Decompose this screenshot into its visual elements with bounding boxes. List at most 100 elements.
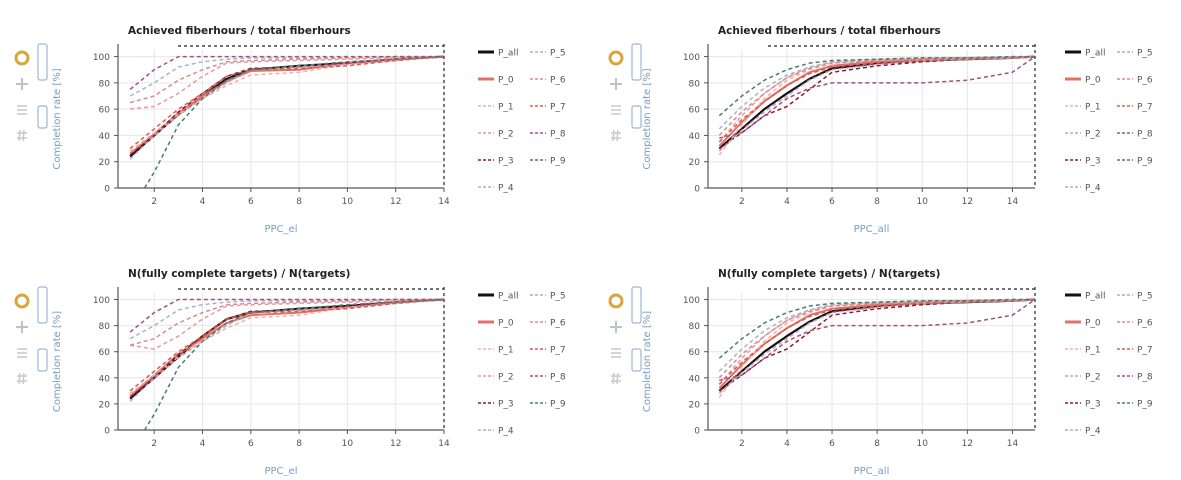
legend-label: P_5 [1137, 292, 1153, 302]
crosshair-icon [610, 78, 622, 90]
sidebar-zoom-icon [37, 286, 48, 324]
series-line-p-5 [129, 298, 444, 402]
y-axis-label: Completion rate [%] [52, 68, 63, 169]
legend-label: P_8 [1137, 130, 1153, 140]
y-axis-label: Completion rate [%] [642, 311, 653, 412]
bar-stack-segment [17, 352, 27, 354]
series-line-p-0 [129, 55, 444, 155]
legend-label: P_1 [1085, 103, 1101, 113]
x-tick-label: 6 [248, 197, 254, 207]
series-line-p-7 [718, 298, 1035, 385]
x-tick-label: 14 [1007, 197, 1019, 207]
legend-label: P_3 [1085, 400, 1101, 410]
chart-panel-4: Completion rate [%] N(fully complete targ… [608, 268, 1153, 477]
y-tick-label: 0 [104, 185, 110, 195]
bar-stack-segment [611, 352, 621, 354]
legend-label: P_0 [1085, 76, 1101, 86]
x-tick-label: 12 [962, 197, 973, 207]
x-axis-label: PPC_el [265, 224, 298, 235]
hash-icon [17, 129, 27, 142]
legend-label: P_3 [1085, 157, 1101, 167]
legend-label: P_3 [498, 157, 514, 167]
chart-panel-2: Completion rate [%] Achieved fiberhours /… [608, 25, 1153, 235]
bar-stack-icon [611, 348, 621, 358]
y-tick-label: 0 [104, 427, 110, 437]
bar-stack-segment [17, 356, 27, 358]
settings-ring-icon [608, 293, 624, 309]
legend-label: P_4 [498, 184, 514, 194]
legend: P_all P_0 P_1 P_2 P_3 P_4 P_5 P_6 P_7 P_8 P_9 [478, 49, 566, 194]
bar-stack-segment [17, 109, 27, 111]
y-axis-label: Completion rate [%] [52, 311, 63, 412]
series-lines [718, 55, 1035, 156]
bar-stack-segment [17, 105, 27, 107]
x-tick-label: 8 [874, 439, 880, 449]
hash-stroke [612, 129, 615, 142]
y-axis-label: Completion rate [%] [642, 68, 653, 169]
bar-stack-icon [17, 105, 27, 115]
series-line-p-8 [129, 55, 444, 90]
legend-label: P_1 [498, 346, 514, 356]
legend-label: P_4 [1085, 427, 1101, 437]
legend-label: P_2 [1085, 130, 1101, 140]
y-tick-label: 20 [689, 158, 701, 168]
series-line-p-4 [718, 298, 1035, 372]
y-tick-label: 80 [689, 79, 701, 89]
hash-stroke [616, 372, 619, 385]
y-tick-label: 40 [689, 132, 701, 142]
y-tick-label: 0 [694, 427, 700, 437]
chart-title: Achieved fiberhours / total fiberhours [718, 25, 941, 37]
legend-label: P_7 [550, 346, 566, 356]
x-tick-label: 14 [438, 439, 450, 449]
legend-label: P_all [498, 49, 518, 59]
legend-label: P_8 [550, 373, 566, 383]
series-line-p-2 [129, 298, 444, 350]
legend-label: P_1 [498, 103, 514, 113]
x-tick-label: 12 [962, 439, 973, 449]
x-tick-label: 8 [874, 197, 880, 207]
settings-ring-icon [608, 50, 624, 66]
x-tick-label: 2 [151, 197, 157, 207]
x-tick-label: 4 [200, 197, 206, 207]
x-tick-label: 4 [200, 439, 206, 449]
x-tick-label: 10 [342, 439, 354, 449]
series-line-p-6 [129, 298, 444, 346]
chart-panel-1: Completion rate [%] Achieved fiberhours /… [14, 25, 566, 235]
legend-label: P_0 [498, 76, 514, 86]
legend-label: P_1 [1085, 346, 1101, 356]
legend-label: P_5 [550, 49, 566, 59]
legend-label: P_2 [498, 130, 514, 140]
series-line-p-7 [718, 55, 1035, 143]
y-tick-label: 100 [683, 296, 700, 306]
y-tick-label: 80 [689, 322, 701, 332]
bar-stack-segment [17, 348, 27, 350]
x-tick-label: 12 [390, 439, 401, 449]
legend-label: P_0 [1085, 319, 1101, 329]
legend-label: P_7 [550, 103, 566, 113]
legend-label: P_6 [1137, 76, 1153, 86]
series-line-p-7 [129, 55, 444, 150]
series-line-p-8 [719, 55, 1035, 139]
legend: P_all P_0 P_1 P_2 P_3 P_4 P_5 P_6 P_7 P_8 P_9 [1065, 292, 1153, 437]
series-line-p-9 [143, 298, 444, 430]
crosshair-icon [610, 321, 622, 333]
x-tick-label: 10 [917, 439, 929, 449]
series-line-p-1 [129, 55, 444, 152]
x-tick-label: 2 [739, 439, 745, 449]
y-tick-label: 60 [689, 106, 701, 116]
series-line-p-4 [129, 55, 444, 97]
series-line-p-all [129, 298, 444, 400]
x-tick-label: 2 [151, 439, 157, 449]
series-lines [129, 298, 444, 430]
series-line-p-8 [129, 298, 444, 333]
legend-label: P_8 [550, 130, 566, 140]
sidebar-pan-icon [631, 348, 642, 372]
x-tick-label: 4 [784, 197, 790, 207]
x-tick-label: 2 [739, 197, 745, 207]
y-tick-label: 100 [683, 53, 700, 63]
legend-label: P_all [498, 292, 518, 302]
bar-stack-segment [611, 113, 621, 115]
series-line-p-8 [719, 298, 1035, 382]
sidebar-pan-icon [37, 348, 48, 372]
y-tick-label: 40 [689, 374, 701, 384]
